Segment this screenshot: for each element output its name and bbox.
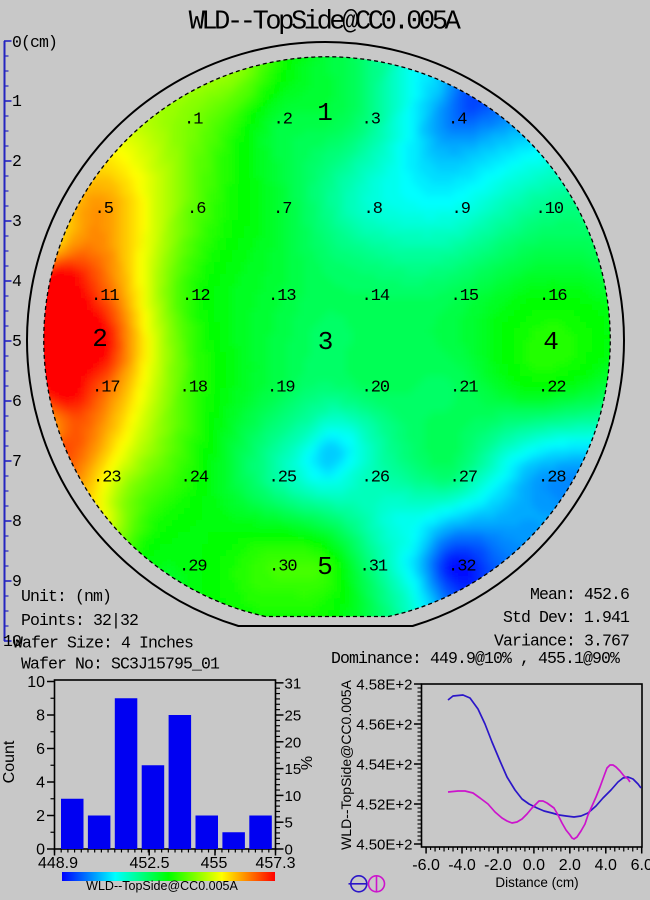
svg-text:Std Dev: 1.941: Std Dev: 1.941 xyxy=(503,608,630,627)
svg-text:1: 1 xyxy=(317,98,333,128)
svg-text:.29: .29 xyxy=(179,558,207,577)
svg-text:4.0: 4.0 xyxy=(595,857,617,874)
svg-text:9: 9 xyxy=(12,572,21,591)
svg-text:.14: .14 xyxy=(362,287,390,306)
svg-text:.9: .9 xyxy=(452,200,471,219)
svg-text:.26: .26 xyxy=(362,469,390,488)
svg-text:.15: .15 xyxy=(451,287,479,306)
svg-text:5: 5 xyxy=(285,815,293,832)
svg-text:.24: .24 xyxy=(181,469,209,488)
svg-text:Wafer No: SC3J15795_01: Wafer No: SC3J15795_01 xyxy=(21,655,220,674)
svg-text:8: 8 xyxy=(36,708,45,725)
svg-text:6: 6 xyxy=(12,392,21,411)
svg-text:2: 2 xyxy=(12,152,21,171)
svg-text:3: 3 xyxy=(318,327,334,357)
svg-text:4: 4 xyxy=(36,775,45,792)
svg-text:4: 4 xyxy=(12,272,22,291)
svg-text:.1: .1 xyxy=(184,111,203,130)
svg-text:.19: .19 xyxy=(267,379,295,398)
svg-text:25: 25 xyxy=(285,708,302,725)
svg-text:.21: .21 xyxy=(450,379,478,398)
svg-text:Variance: 3.767: Variance: 3.767 xyxy=(494,632,629,651)
svg-text:Dominance: 449.9@10% , 455.1@9: Dominance: 449.9@10% , 455.1@90% xyxy=(331,649,620,668)
svg-text:.17: .17 xyxy=(92,379,120,398)
svg-text:3: 3 xyxy=(12,212,21,231)
svg-text:.8: .8 xyxy=(364,200,383,219)
svg-text:.10: .10 xyxy=(536,200,564,219)
svg-text:Unit: (nm): Unit: (nm) xyxy=(21,587,111,606)
svg-text:2: 2 xyxy=(92,324,108,354)
svg-text:455: 455 xyxy=(201,855,228,872)
svg-text:.3: .3 xyxy=(362,111,381,130)
svg-text:.31: .31 xyxy=(360,558,388,577)
svg-text:4.52E+2: 4.52E+2 xyxy=(356,797,412,814)
svg-text:.22: .22 xyxy=(538,379,566,398)
svg-text:Distance (cm): Distance (cm) xyxy=(495,875,578,890)
svg-text:.27: .27 xyxy=(450,469,478,488)
svg-text:.28: .28 xyxy=(538,469,566,488)
svg-text:-2.0: -2.0 xyxy=(484,857,512,874)
svg-text:2: 2 xyxy=(36,808,45,825)
svg-text:10: 10 xyxy=(3,632,21,651)
svg-text:.2: .2 xyxy=(274,111,292,130)
svg-text:Mean: 452.6: Mean: 452.6 xyxy=(530,585,629,604)
svg-text:6: 6 xyxy=(36,741,45,758)
svg-text:Wafer Size: 4 Inches: Wafer Size: 4 Inches xyxy=(13,634,193,653)
svg-text:4: 4 xyxy=(543,327,559,357)
svg-text:WLD--TopSide@CC0.005A: WLD--TopSide@CC0.005A xyxy=(189,8,462,38)
svg-text:.11: .11 xyxy=(91,287,119,306)
svg-text:0: 0 xyxy=(285,842,293,859)
svg-text:WLD--TopSide@CC0.005A: WLD--TopSide@CC0.005A xyxy=(338,679,354,849)
svg-text:1: 1 xyxy=(12,92,22,111)
svg-text:.13: .13 xyxy=(268,287,296,306)
svg-text:15: 15 xyxy=(285,761,302,778)
svg-text:-6.0: -6.0 xyxy=(412,857,440,874)
svg-text:4.58E+2: 4.58E+2 xyxy=(356,677,412,694)
svg-text:452.5: 452.5 xyxy=(129,855,169,872)
svg-text:.4: .4 xyxy=(448,111,467,130)
svg-text:20: 20 xyxy=(285,734,302,751)
svg-text:.18: .18 xyxy=(180,379,208,398)
svg-text:.30: .30 xyxy=(269,558,297,577)
svg-text:.25: .25 xyxy=(269,469,297,488)
svg-text:0: 0 xyxy=(36,842,45,859)
svg-text:Count: Count xyxy=(1,740,18,783)
svg-text:.12: .12 xyxy=(182,287,210,306)
svg-text:31: 31 xyxy=(285,675,302,692)
svg-text:.5: .5 xyxy=(95,200,114,219)
svg-text:%: % xyxy=(299,756,316,770)
svg-text:0.0: 0.0 xyxy=(523,857,545,874)
svg-text:.6: .6 xyxy=(187,200,206,219)
svg-text:.20: .20 xyxy=(362,379,390,398)
svg-text:6.0: 6.0 xyxy=(631,857,650,874)
svg-text:0(cm): 0(cm) xyxy=(12,33,57,52)
svg-text:8: 8 xyxy=(12,512,21,531)
svg-text:2.0: 2.0 xyxy=(559,857,581,874)
svg-text:.7: .7 xyxy=(273,200,291,219)
svg-text:4.54E+2: 4.54E+2 xyxy=(356,757,412,774)
svg-text:Points: 32|32: Points: 32|32 xyxy=(21,611,138,630)
svg-text:10: 10 xyxy=(27,674,45,691)
svg-text:448.9: 448.9 xyxy=(38,855,78,872)
svg-text:10: 10 xyxy=(285,788,302,805)
svg-text:WLD--TopSide@CC0.005A: WLD--TopSide@CC0.005A xyxy=(86,879,238,893)
svg-text:4.50E+2: 4.50E+2 xyxy=(356,837,412,854)
svg-text:7: 7 xyxy=(12,452,21,471)
svg-text:-4.0: -4.0 xyxy=(448,857,476,874)
svg-text:.23: .23 xyxy=(93,469,121,488)
svg-text:.16: .16 xyxy=(539,287,567,306)
svg-text:457.3: 457.3 xyxy=(255,855,295,872)
svg-text:.32: .32 xyxy=(448,558,476,577)
svg-text:5: 5 xyxy=(12,332,21,351)
svg-text:5: 5 xyxy=(317,552,333,582)
svg-text:4.56E+2: 4.56E+2 xyxy=(356,717,412,734)
